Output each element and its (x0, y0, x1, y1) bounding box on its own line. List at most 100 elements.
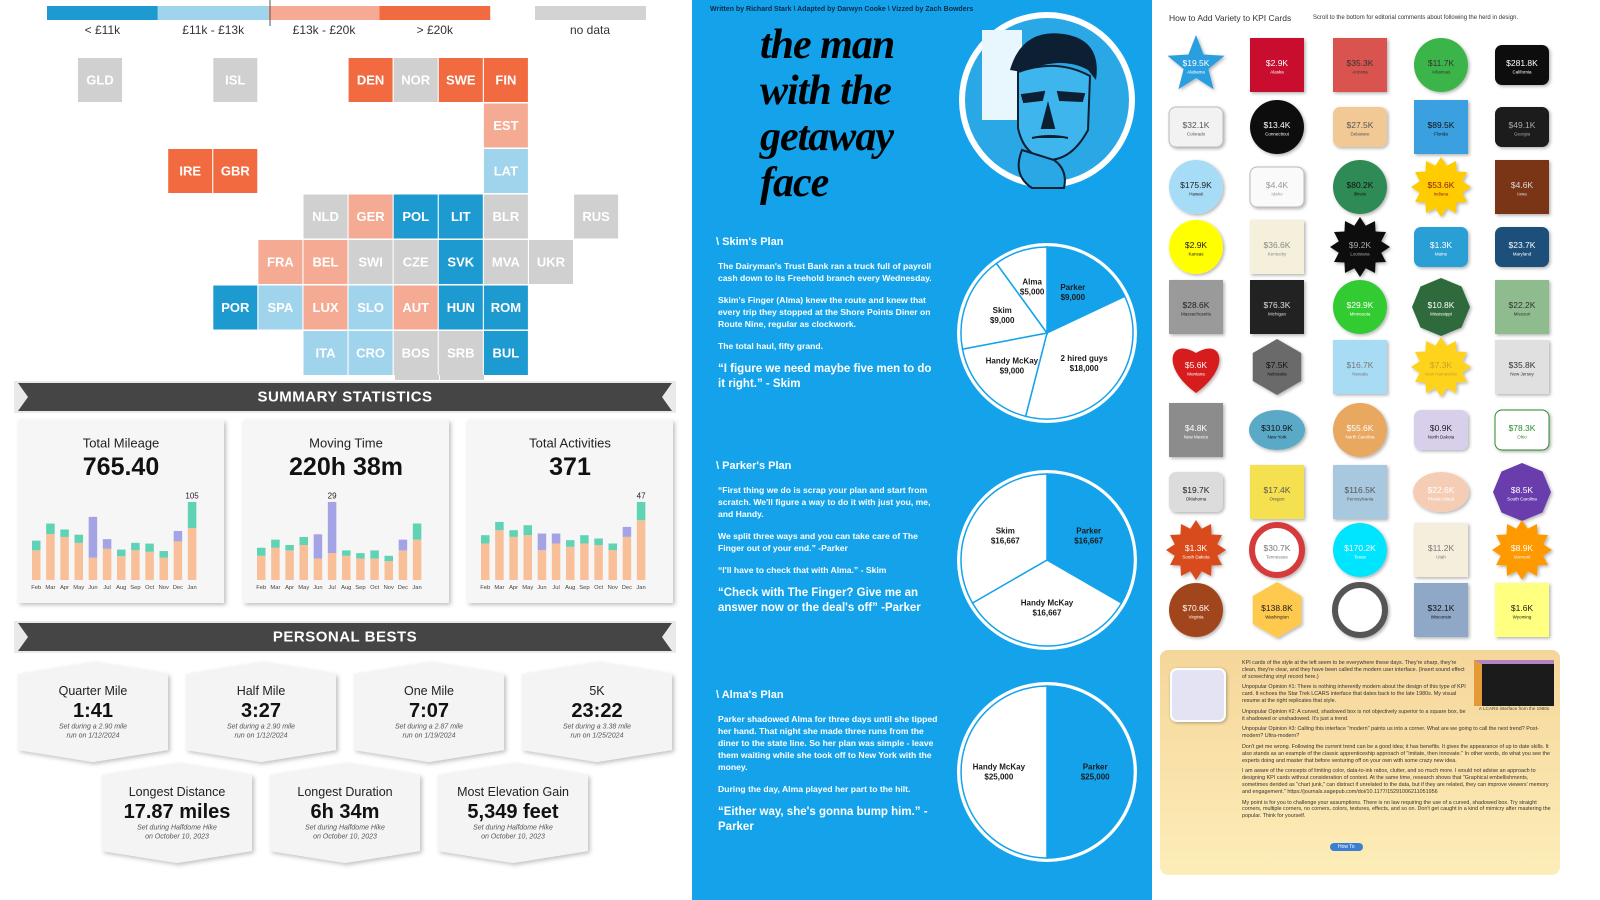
tile-label: ISL (225, 73, 245, 88)
kpi-state: Idaho (1271, 192, 1283, 197)
kpi-shape (1169, 403, 1223, 457)
map-tile (348, 331, 393, 375)
kpi-shape (1495, 280, 1549, 334)
tile-label: BOS (402, 346, 431, 361)
kpi-value: $281.8K (1506, 58, 1538, 68)
bar-segment (608, 550, 617, 580)
tile-label: CZE (403, 255, 429, 270)
kpi-state: South Dakota (1182, 555, 1210, 560)
bar-segment (412, 539, 422, 580)
editorial-paragraph: Unpopular Opinion #2: A curved, shadowed… (1242, 708, 1466, 722)
kpi-value: $11.2K (1428, 543, 1455, 553)
tile-label: DEN (357, 73, 384, 88)
map-tile (438, 240, 483, 284)
best-value: 3:27 (241, 700, 281, 722)
kpi-state: Indiana (1434, 192, 1449, 197)
tile-label: SRB (447, 346, 474, 361)
kpi-shape (1333, 465, 1387, 519)
editorial-paragraph: I am aware of the concepts of limiting c… (1242, 768, 1549, 795)
bar-segment (370, 550, 379, 559)
bar-segment (131, 550, 140, 580)
map-tile (393, 58, 438, 102)
kpi-shape (1249, 522, 1305, 578)
best-card (354, 662, 504, 762)
section-heading: \ Parker's Plan (716, 460, 792, 472)
kpi-state: North Carolina (1345, 435, 1375, 440)
map-tile (78, 58, 122, 102)
bar-segment (509, 530, 518, 537)
month-label: Dec (398, 585, 408, 591)
bar-segment (384, 561, 393, 580)
best-value: 5,349 feet (467, 801, 559, 823)
bar-segment (509, 536, 518, 580)
month-label: Sep (579, 585, 589, 591)
bar-segment (481, 535, 490, 544)
kpi-state: Missouri (1514, 312, 1531, 317)
best-title: Longest Distance (129, 785, 226, 799)
bar-segment (159, 557, 168, 580)
kpi-value: $4.6K (1511, 180, 1534, 190)
editorial-box: A LCARS interface from the 1980s KPI car… (1160, 650, 1560, 875)
kpi-state: Georgia (1514, 132, 1531, 137)
kpi-value: $53.6K (1428, 180, 1455, 190)
kpi-state: Utah (1436, 555, 1446, 560)
kpi-state: Nebraska (1267, 372, 1287, 377)
map-tile (393, 194, 438, 239)
tile-label: NOR (401, 73, 431, 88)
story-paragraph: During the day, Alma played her part to … (718, 784, 911, 794)
kpi-state: Tennessee (1266, 555, 1288, 560)
kpi-state: New Mexico (1184, 435, 1209, 440)
kpi-subtitle: Scroll to the bottom for editorial comme… (1313, 15, 1518, 21)
best-note: Set during a 2.90 mile (59, 724, 127, 731)
kpi-state: Massachusetts (1181, 312, 1212, 317)
legend-label: no data (570, 23, 610, 37)
kpi-value: $116.5K (1344, 485, 1375, 495)
kpi-state: New York (1267, 435, 1287, 440)
how-to-button[interactable]: How To (1330, 843, 1363, 851)
bar-segment (398, 550, 408, 580)
legend-label: < £11k (85, 23, 121, 37)
map-tile-edge (440, 375, 484, 380)
kpi-shape (1169, 472, 1223, 512)
editorial-paragraph: Unpopular Opinion #3: Calling this inter… (1242, 726, 1539, 740)
bar-segment (60, 536, 69, 580)
month-label: Nov (608, 585, 618, 591)
bar-segment (88, 516, 98, 558)
month-label: Nov (384, 585, 394, 591)
tile-label: FRA (267, 255, 294, 270)
stat-value: 765.40 (83, 453, 159, 481)
story-paragraph: We split three ways and you can take car… (718, 531, 918, 553)
slice-name: Parker (1083, 763, 1108, 772)
tile-label: POR (221, 300, 250, 315)
pie-slice (1024, 295, 1134, 420)
best-title: Quarter Mile (59, 684, 128, 698)
bar-segment (187, 502, 197, 528)
slice-name: Handy McKay (986, 356, 1039, 365)
kpi-state: Nevada (1352, 372, 1368, 377)
month-label: Apr (509, 585, 518, 591)
map-tile (574, 194, 619, 239)
peak-label: 47 (637, 492, 646, 501)
kpi-state: Colorado (1187, 132, 1206, 137)
kpi-state: California (1512, 70, 1532, 75)
editorial-text: A LCARS interface from the 1980s KPI car… (1242, 660, 1554, 824)
bar-segment (622, 526, 632, 537)
kpi-shape (1494, 409, 1550, 451)
bar-segment (60, 529, 69, 537)
best-card (186, 662, 336, 762)
bar-segment (313, 534, 323, 559)
heist-story: Parker $9,000 2 hired guys $18,000 Handy McK… (692, 0, 1152, 900)
tile-label: IRE (179, 164, 201, 179)
kpi-state: Arkansas (1432, 70, 1452, 75)
best-title: Half Mile (237, 684, 286, 698)
best-card (18, 662, 168, 762)
month-label: Jul (328, 585, 335, 591)
kpi-value: $2.9K (1185, 240, 1208, 250)
portrait-hair (1010, 33, 1097, 80)
kpi-shape (1330, 217, 1390, 277)
kpi-value: $2.9K (1266, 58, 1289, 68)
bar-segment (187, 528, 197, 580)
kpi-shape (1495, 107, 1549, 147)
bar-segment (32, 550, 41, 580)
kpi-shape (1495, 160, 1549, 214)
